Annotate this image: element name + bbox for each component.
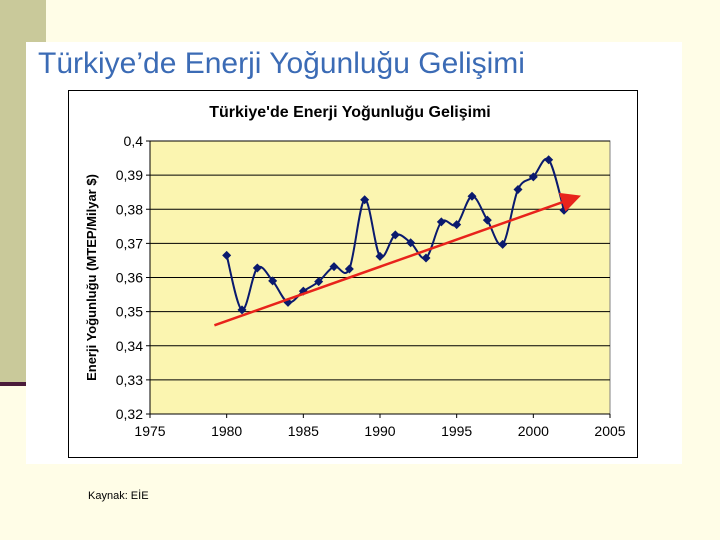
y-axis-label: Enerji Yoğunluğu (MTEP/Milyar $) [84, 174, 99, 381]
x-tick-label: 1980 [211, 423, 242, 439]
y-tick-label: 0,4 [124, 133, 144, 149]
data-point [222, 250, 232, 260]
y-tick-label: 0,39 [116, 167, 143, 183]
y-tick-label: 0,37 [116, 235, 143, 251]
x-tick-label: 1975 [134, 423, 165, 439]
y-tick-label: 0,35 [116, 304, 143, 320]
source-note: Kaynak: EİE [88, 490, 149, 502]
data-point [344, 264, 354, 274]
data-point [252, 263, 262, 273]
data-point [436, 217, 446, 227]
x-tick-label: 2000 [518, 423, 549, 439]
data-point [467, 191, 477, 201]
data-point [482, 215, 492, 225]
data-point [513, 184, 523, 194]
slide-title: Türkiye’de Enerji Yoğunluğu Gelişimi [38, 47, 525, 80]
x-tick-label: 2005 [594, 423, 625, 439]
data-point [390, 230, 400, 240]
data-point [237, 305, 247, 315]
data-point [329, 262, 339, 272]
data-point [498, 239, 508, 249]
y-tick-label: 0,36 [116, 270, 143, 286]
x-tick-label: 1990 [364, 423, 395, 439]
data-point [421, 253, 431, 263]
data-point [528, 172, 538, 182]
y-tick-label: 0,32 [116, 406, 143, 422]
x-tick-label: 1995 [441, 423, 472, 439]
trend-arrow [213, 192, 581, 327]
data-point [452, 220, 462, 230]
y-tick-label: 0,34 [116, 338, 143, 354]
side-decoration-line [0, 382, 46, 386]
data-point [544, 155, 554, 165]
x-tick-label: 1985 [288, 423, 319, 439]
data-point [268, 276, 278, 286]
data-point [406, 238, 416, 248]
y-tick-label: 0,33 [116, 372, 143, 388]
data-point [314, 277, 324, 287]
chart-title: Türkiye'de Enerji Yoğunluğu Gelişimi [209, 104, 491, 121]
y-tick-label: 0,38 [116, 201, 143, 217]
data-point [375, 251, 385, 261]
data-point [360, 195, 370, 205]
